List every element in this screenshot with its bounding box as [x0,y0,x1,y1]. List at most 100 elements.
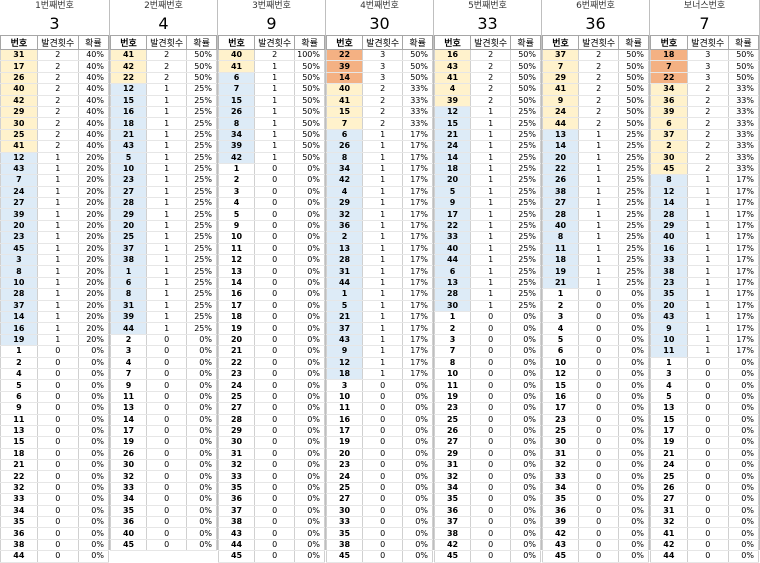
number-cell: 34 [217,129,256,142]
table-row: 29 0 0% [217,425,325,438]
table-row: 15 0 0% [541,379,649,392]
table-row: 31 0 0% [541,448,649,461]
probability-cell: 17% [727,322,760,335]
probability-cell: 17% [727,231,760,244]
probability-cell: 0% [294,322,325,335]
count-cell: 1 [146,288,188,301]
count-cell: 0 [578,448,620,461]
table-row: 9 1 17% [325,345,433,358]
table-row: 39 0 0% [541,516,649,529]
probability-cell: 0% [510,345,541,358]
number-cell: 9 [541,95,580,107]
count-cell: 3 [362,72,404,85]
probability-cell: 0% [186,527,217,540]
probability-cell: 0% [402,448,433,461]
number-cell: 36 [217,493,256,506]
count-cell: 0 [578,459,620,472]
count-cell: 0 [686,527,729,540]
group-5: 5번째번호 33 번호 발견횟수 확률 16 2 50% 43 2 50% 41 2 50% 4 2 50% 39… [433,0,542,563]
count-cell: 0 [470,448,512,461]
column-header-probability: 확률 [294,35,325,50]
table-row: 35 0 0% [433,493,541,506]
probability-cell: 25% [618,197,649,210]
number-cell: 2 [541,300,580,313]
probability-cell: 33% [402,95,433,107]
number-cell: 4 [325,186,364,199]
probability-cell: 0% [294,448,325,461]
count-cell: 1 [362,186,404,199]
count-cell: 1 [362,208,404,221]
count-cell: 0 [254,357,296,369]
count-cell: 1 [146,231,188,244]
number-cell: 44 [0,550,38,563]
number-cell: 17 [541,402,580,415]
number-cell: 42 [0,95,38,107]
count-cell: 1 [362,311,404,324]
table-row: 9 0 0% [109,379,217,392]
probability-cell: 0% [186,345,217,358]
number-cell: 19 [541,265,580,278]
table-row: 42 1 50% [217,152,325,164]
number-cell: 3 [325,379,364,392]
number-cell: 32 [650,516,688,529]
number-cell: 1 [109,265,148,278]
number-cell: 4 [650,379,688,392]
table-row: 40 1 25% [433,243,541,256]
count-cell: 1 [36,334,79,347]
probability-cell: 50% [186,60,217,73]
probability-cell: 0% [510,505,541,518]
table-row: 36 0 0% [109,516,217,529]
frequency-table: 번호 발견횟수 확률 41 2 50% 42 2 50% 22 2 50% 12 1 25% 15 1 25% 16… [109,35,217,552]
table-row: 25 1 25% [109,231,217,244]
table-row: 38 1 25% [109,254,217,267]
count-cell: 0 [36,470,79,483]
number-cell: 13 [325,243,364,256]
count-cell: 1 [578,129,620,142]
probability-cell: 17% [727,197,760,210]
count-cell: 1 [686,277,729,290]
probability-cell: 17% [402,288,433,301]
number-cell: 23 [541,414,580,426]
probability-cell: 0% [294,220,325,233]
count-cell: 0 [146,334,188,347]
table-row: 17 0 0% [541,402,649,415]
probability-cell: 25% [510,288,541,301]
probability-cell: 0% [510,459,541,472]
probability-cell: 0% [186,539,217,552]
number-cell: 37 [650,129,688,142]
number-cell: 32 [217,459,256,472]
number-cell: 27 [541,197,580,210]
table-row: 13 0 0% [217,265,325,278]
probability-cell: 17% [402,368,433,381]
count-cell: 2 [36,95,79,107]
table-row: 22 0 0% [0,470,110,483]
probability-cell: 0% [727,539,760,552]
table-row: 44 0 0% [217,539,325,552]
table-row: 20 1 17% [650,300,760,313]
table-row: 22 1 25% [433,220,541,233]
probability-cell: 0% [294,493,325,506]
probability-cell: 0% [294,505,325,518]
number-cell: 16 [325,414,364,426]
number-cell: 41 [650,527,688,540]
count-cell: 1 [36,174,79,187]
probability-cell: 50% [294,117,325,130]
probability-cell: 50% [294,72,325,85]
table-row: 28 1 17% [650,208,760,221]
table-row: 26 0 0% [650,482,760,495]
number-cell: 26 [217,106,256,119]
count-cell: 1 [470,208,512,221]
probability-cell: 50% [294,60,325,73]
count-cell: 0 [254,277,296,290]
table-row: 19 0 0% [325,436,433,449]
table-row: 31 1 17% [325,265,433,278]
probability-cell: 0% [402,402,433,415]
count-cell: 2 [36,49,79,62]
number-cell: 30 [0,117,38,130]
probability-cell: 0% [510,414,541,426]
count-cell: 0 [470,539,512,552]
probability-cell: 0% [186,505,217,518]
number-cell: 37 [541,49,580,62]
probability-cell: 0% [77,345,110,358]
count-cell: 0 [470,322,512,335]
